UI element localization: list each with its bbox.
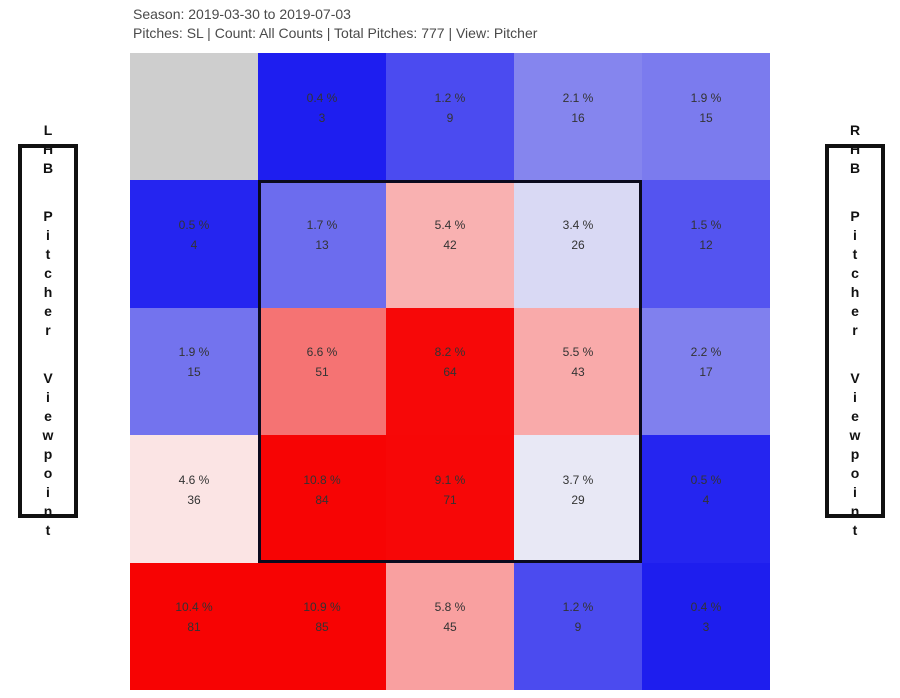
cell-percent: 5.8 % xyxy=(434,600,466,615)
cell-count: 4 xyxy=(702,492,710,507)
cell-percent: 2.2 % xyxy=(690,345,722,360)
heatmap-cell-r2c4: 3.4 % 26 xyxy=(514,180,642,308)
cell-count: 4 xyxy=(190,238,198,253)
cell-percent: 5.5 % xyxy=(562,345,594,360)
cell-count: 64 xyxy=(443,365,457,380)
cell-count: 36 xyxy=(187,492,201,507)
cell-count: 12 xyxy=(699,238,713,253)
heatmap-cell-r1c3: 1.2 % 9 xyxy=(386,53,514,181)
cell-count: 81 xyxy=(187,620,201,635)
cell-count: 16 xyxy=(571,110,585,125)
cell-count: 51 xyxy=(315,365,329,380)
cell-percent: 5.4 % xyxy=(434,218,466,233)
cell-percent: 0.4 % xyxy=(690,600,722,615)
cell-count: 3 xyxy=(702,620,710,635)
rhb-viewpoint-box: RHB Pitcher Viewpoint xyxy=(825,122,885,541)
heatmap-cell-r1c4: 2.1 % 16 xyxy=(514,53,642,181)
cell-percent: 3.4 % xyxy=(562,218,594,233)
heatmap-grid: 0.4 % 3 1.2 % 9 2.1 % 16 1.9 % 15 0.5 % 4 1.7 % 13 5… xyxy=(130,53,770,690)
heatmap-cell-r5c3: 5.8 % 45 xyxy=(386,562,514,690)
cell-percent: 0.5 % xyxy=(178,218,210,233)
cell-percent: 4.6 % xyxy=(178,472,210,487)
heatmap-cell-r3c2: 6.6 % 51 xyxy=(258,307,386,436)
cell-count: 13 xyxy=(315,238,329,253)
cell-count: 71 xyxy=(443,492,457,507)
chart-header: Season: 2019-03-30 to 2019-07-03 Pitches… xyxy=(133,5,537,43)
cell-percent: 3.7 % xyxy=(562,472,594,487)
heatmap-cell-r3c4: 5.5 % 43 xyxy=(514,307,642,436)
cell-percent: 9.1 % xyxy=(434,472,466,487)
heatmap-cell-r1c1 xyxy=(130,53,258,181)
cell-count: 45 xyxy=(443,620,457,635)
heatmap-cell-r1c2: 0.4 % 3 xyxy=(258,53,386,181)
heatmap-cell-r4c5: 0.5 % 4 xyxy=(642,435,770,563)
heatmap-cell-r4c3: 9.1 % 71 xyxy=(386,435,514,563)
lhb-viewpoint-box: LHB Pitcher Viewpoint xyxy=(18,122,78,541)
cell-count: 29 xyxy=(571,492,585,507)
cell-count: 84 xyxy=(315,492,329,507)
heatmap-cell-r3c3: 8.2 % 64 xyxy=(386,307,514,436)
cell-percent: 0.4 % xyxy=(306,90,338,105)
cell-count: 15 xyxy=(187,365,201,380)
pitch-filter-info: Pitches: SL | Count: All Counts | Total … xyxy=(133,25,538,41)
heatmap-cell-r5c5: 0.4 % 3 xyxy=(642,562,770,690)
cell-percent: 6.6 % xyxy=(306,345,338,360)
heatmap-cell-r1c5: 1.9 % 15 xyxy=(642,53,770,181)
cell-count: 3 xyxy=(318,110,326,125)
season-info: Season: 2019-03-30 to 2019-07-03 xyxy=(133,6,351,22)
heatmap-cell-r3c1: 1.9 % 15 xyxy=(130,307,258,436)
cell-count: 9 xyxy=(446,110,454,125)
lhb-viewpoint-label: LHB Pitcher Viewpoint xyxy=(40,121,56,541)
cell-percent: 1.9 % xyxy=(690,90,722,105)
heatmap-cell-r4c1: 4.6 % 36 xyxy=(130,435,258,563)
cell-percent: 8.2 % xyxy=(434,345,466,360)
cell-percent: 0.5 % xyxy=(690,472,722,487)
cell-percent: 1.5 % xyxy=(690,218,722,233)
cell-count: 17 xyxy=(699,365,713,380)
cell-percent: 1.9 % xyxy=(178,345,210,360)
cell-count: 42 xyxy=(443,238,457,253)
cell-count: 26 xyxy=(571,238,585,253)
heatmap-cell-r5c2: 10.9 % 85 xyxy=(258,562,386,690)
heatmap-cell-r2c1: 0.5 % 4 xyxy=(130,180,258,308)
cell-percent: 1.7 % xyxy=(306,218,338,233)
heatmap-cell-r4c4: 3.7 % 29 xyxy=(514,435,642,563)
cell-percent: 1.2 % xyxy=(562,600,594,615)
heatmap-cell-r5c4: 1.2 % 9 xyxy=(514,562,642,690)
cell-percent: 1.2 % xyxy=(434,90,466,105)
cell-percent: 10.9 % xyxy=(303,600,341,615)
rhb-viewpoint-label: RHB Pitcher Viewpoint xyxy=(847,121,863,541)
heatmap-cell-r4c2: 10.8 % 84 xyxy=(258,435,386,563)
heatmap-cell-r5c1: 10.4 % 81 xyxy=(130,562,258,690)
cell-percent: 10.4 % xyxy=(175,600,213,615)
heatmap-cell-r2c2: 1.7 % 13 xyxy=(258,180,386,308)
cell-percent: 2.1 % xyxy=(562,90,594,105)
heatmap-cell-r3c5: 2.2 % 17 xyxy=(642,307,770,436)
heatmap-cell-r2c5: 1.5 % 12 xyxy=(642,180,770,308)
cell-percent: 10.8 % xyxy=(303,472,341,487)
cell-count: 9 xyxy=(574,620,582,635)
cell-count: 85 xyxy=(315,620,329,635)
cell-count: 43 xyxy=(571,365,585,380)
heatmap-cell-r2c3: 5.4 % 42 xyxy=(386,180,514,308)
cell-count: 15 xyxy=(699,110,713,125)
